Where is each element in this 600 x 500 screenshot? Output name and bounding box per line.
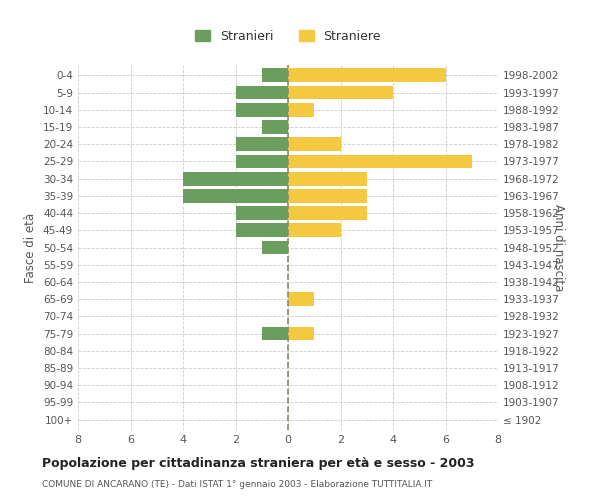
Bar xyxy=(262,326,288,340)
Bar xyxy=(235,86,288,100)
Y-axis label: Anni di nascita: Anni di nascita xyxy=(552,204,565,291)
Bar xyxy=(288,68,445,82)
Bar xyxy=(288,189,367,202)
Bar xyxy=(183,172,288,185)
Bar xyxy=(288,292,314,306)
Text: Popolazione per cittadinanza straniera per età e sesso - 2003: Popolazione per cittadinanza straniera p… xyxy=(42,458,475,470)
Bar xyxy=(262,240,288,254)
Bar xyxy=(288,138,341,151)
Bar xyxy=(262,68,288,82)
Bar xyxy=(183,189,288,202)
Legend: Stranieri, Straniere: Stranieri, Straniere xyxy=(189,24,387,50)
Bar xyxy=(288,154,472,168)
Text: COMUNE DI ANCARANO (TE) - Dati ISTAT 1° gennaio 2003 - Elaborazione TUTTITALIA.I: COMUNE DI ANCARANO (TE) - Dati ISTAT 1° … xyxy=(42,480,432,489)
Bar xyxy=(288,224,341,237)
Bar xyxy=(235,224,288,237)
Bar xyxy=(235,154,288,168)
Bar xyxy=(235,138,288,151)
Bar xyxy=(288,103,314,117)
Bar xyxy=(288,86,393,100)
Y-axis label: Fasce di età: Fasce di età xyxy=(25,212,37,282)
Bar xyxy=(288,326,314,340)
Bar xyxy=(235,206,288,220)
Bar xyxy=(288,172,367,185)
Bar xyxy=(235,103,288,117)
Bar xyxy=(262,120,288,134)
Bar xyxy=(288,206,367,220)
